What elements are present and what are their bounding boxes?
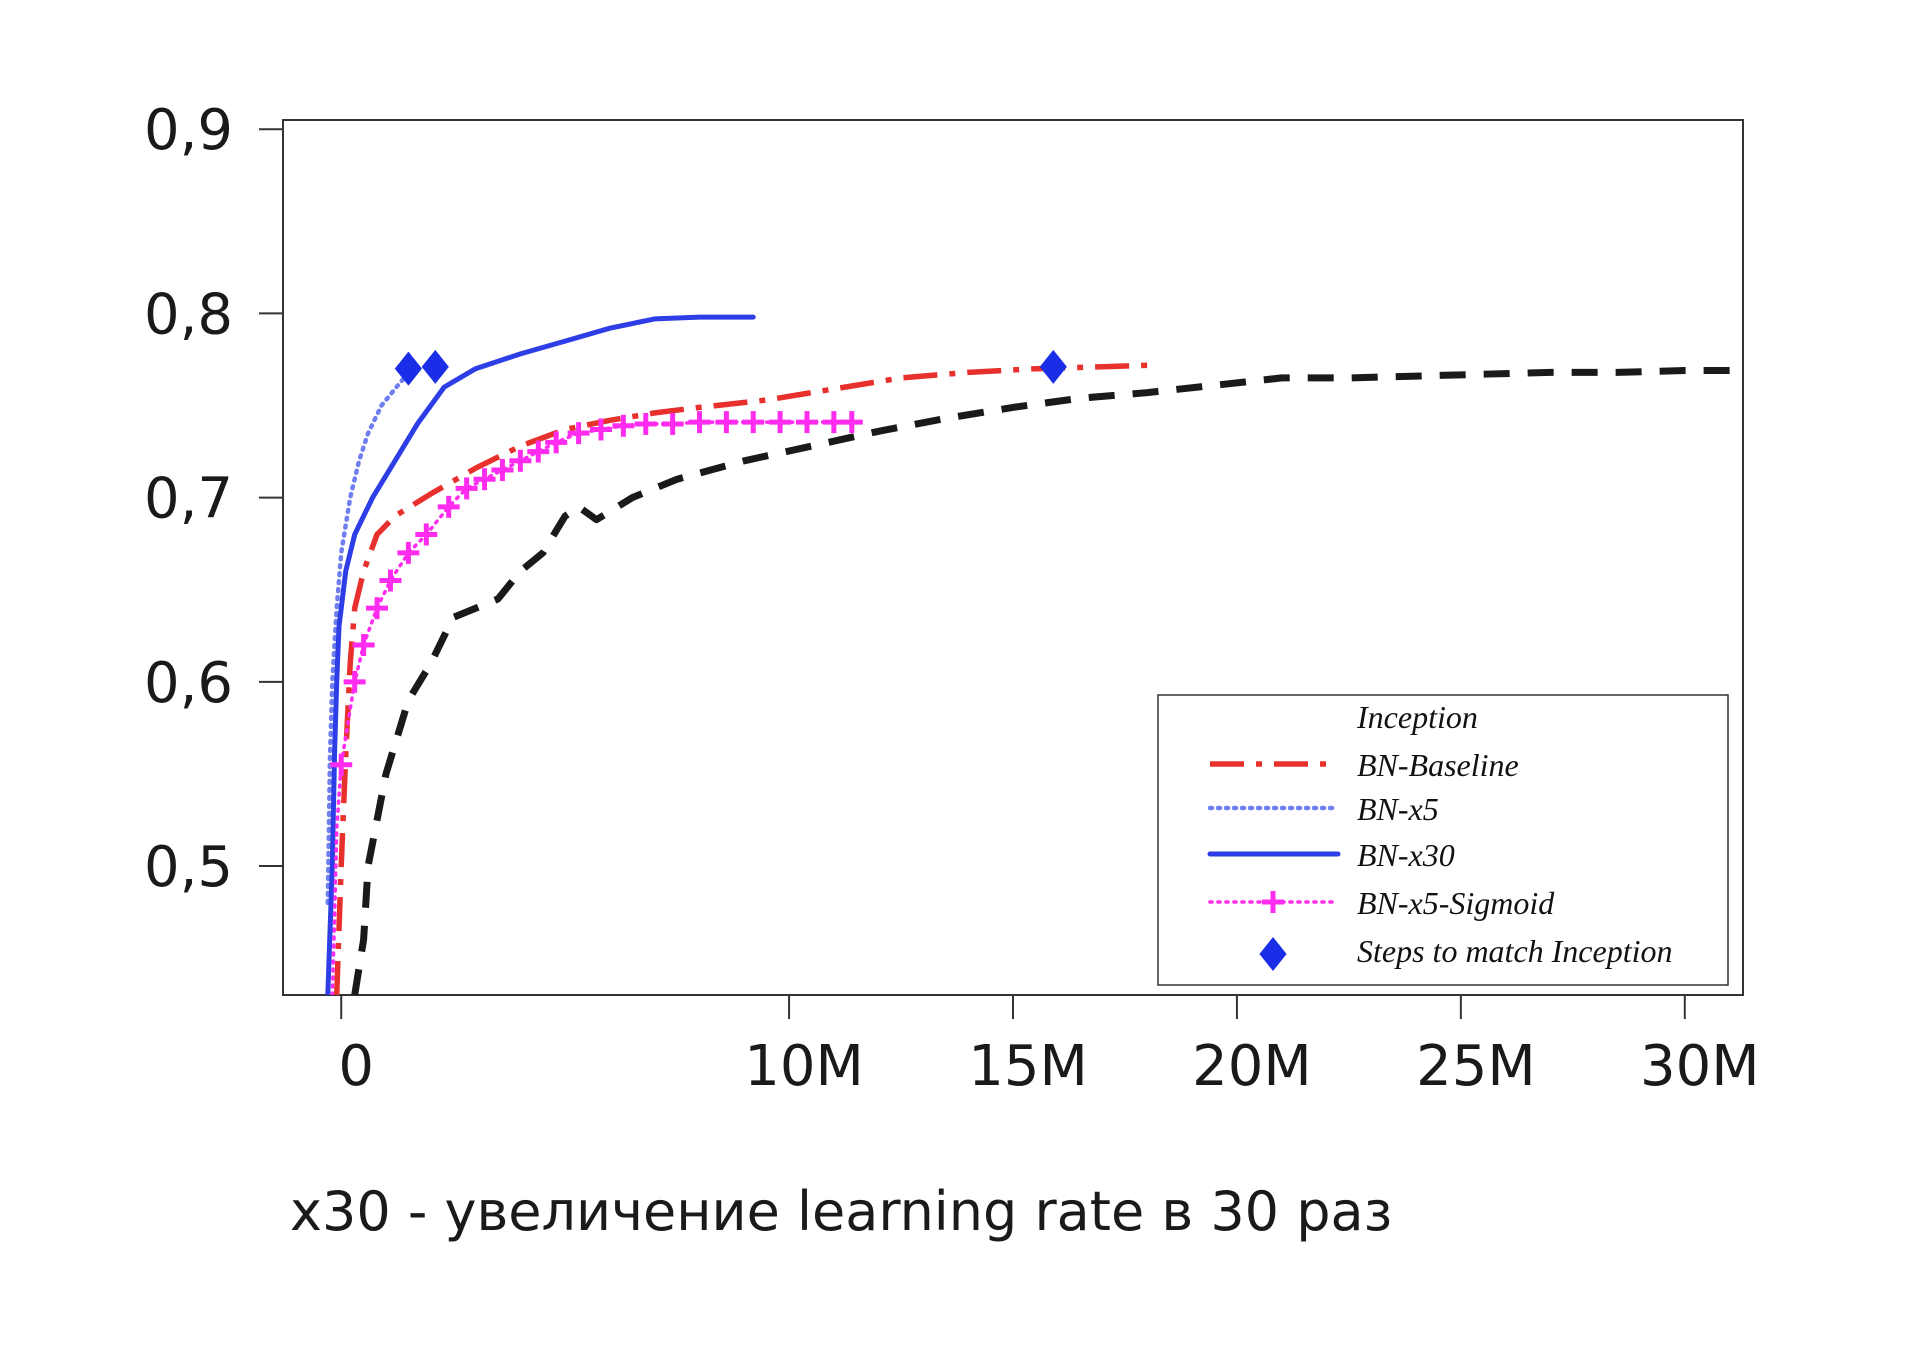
legend-item: BN-x5-Sigmoid [1208, 885, 1555, 921]
plus-marker [343, 670, 366, 693]
plus-marker [330, 753, 353, 776]
series-bn-x30 [325, 314, 756, 995]
plus-marker [769, 411, 792, 434]
series-inception [351, 367, 1743, 995]
plus-marker [634, 412, 657, 435]
plus-marker [352, 634, 375, 656]
series-line [325, 314, 756, 995]
diamond-marker [421, 349, 449, 384]
legend-item: BN-Baseline [1210, 747, 1519, 783]
y-tick-label: 0,9 [144, 98, 233, 163]
y-tick-label: 0,5 [144, 835, 233, 900]
plus-marker [715, 411, 738, 434]
plus-marker [415, 523, 438, 546]
x-tick-label: 10M [744, 1034, 864, 1099]
legend-label: BN-x5 [1357, 791, 1439, 827]
legend-label: BN-x30 [1357, 837, 1455, 873]
x-tick-label: 15M [968, 1034, 1088, 1099]
series-steps-to-match-inception [394, 349, 1067, 386]
x-tick-label: 0 [338, 1034, 374, 1099]
x-axis: 0 10M 15M 20M 25M 30M [338, 995, 1760, 1099]
plus-marker [491, 459, 514, 481]
plus-marker [545, 431, 568, 454]
legend: Inception BN-Baseline BN-x5 BN-x30 BN-x5-Sig… [1157, 694, 1729, 986]
chart-caption: x30 - увеличение learning rate в 30 раз [290, 1180, 1393, 1243]
plus-marker [366, 597, 389, 620]
y-tick-label: 0,6 [144, 651, 233, 716]
legend-box [1157, 694, 1729, 986]
plus-marker [509, 449, 532, 472]
series-line [325, 366, 416, 906]
plus-marker [661, 412, 684, 435]
y-tick-label: 0,7 [144, 467, 233, 532]
plus-marker [795, 411, 818, 434]
diamond-marker [394, 351, 422, 386]
legend-label: Steps to match Inception [1357, 933, 1672, 969]
x-tick-label: 25M [1416, 1034, 1536, 1099]
legend-item: BN-x30 [1207, 837, 1455, 873]
legend-label: BN-x5-Sigmoid [1357, 885, 1555, 921]
legend-item: Inception [1356, 699, 1478, 735]
plus-marker [527, 440, 550, 463]
series-line [333, 362, 1157, 995]
legend-item: BN-x5 [1207, 791, 1439, 827]
plus-marker [688, 411, 711, 434]
plus-marker [612, 414, 635, 437]
series-bn-x5-sigmoid [330, 411, 863, 995]
plus-marker [840, 411, 863, 434]
diamond-marker [1259, 937, 1287, 971]
plus-marker [473, 468, 496, 491]
plus-marker [455, 477, 478, 500]
legend-label: Inception [1356, 699, 1478, 735]
series-bn-x5 [325, 366, 416, 906]
plus-marker [379, 569, 402, 592]
legend-label: BN-Baseline [1357, 747, 1519, 783]
y-axis: 0,9 0,8 0,7 0,6 0,5 [144, 98, 283, 900]
plus-marker [1262, 891, 1284, 913]
plus-marker [742, 411, 765, 434]
legend-item: Steps to match Inception [1259, 933, 1672, 971]
diamond-marker [1039, 349, 1067, 384]
plus-marker [567, 422, 590, 445]
series-layer [325, 314, 1743, 995]
plus-marker [397, 541, 420, 564]
plus-marker [437, 495, 460, 518]
x-tick-label: 20M [1192, 1034, 1312, 1099]
x-tick-label: 30M [1640, 1034, 1760, 1099]
series-bn-baseline [333, 362, 1157, 995]
plus-marker [589, 418, 612, 441]
y-tick-label: 0,8 [144, 282, 233, 347]
series-line [351, 367, 1743, 995]
